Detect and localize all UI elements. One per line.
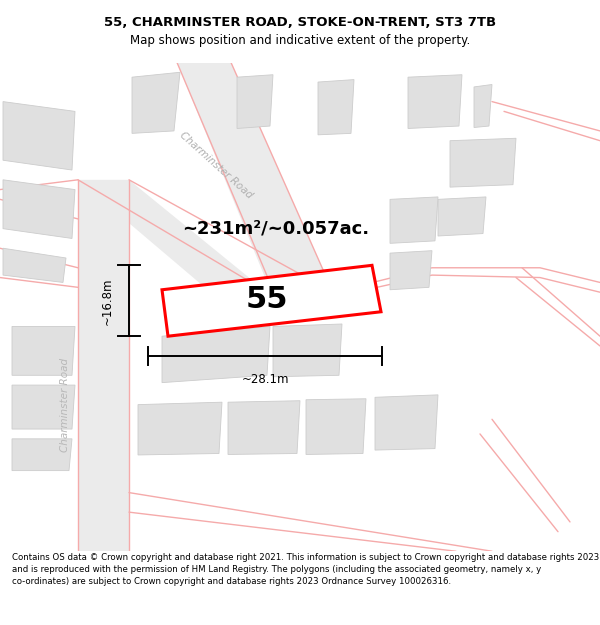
Polygon shape (138, 402, 222, 455)
Polygon shape (132, 72, 180, 133)
Polygon shape (450, 138, 516, 187)
Polygon shape (177, 62, 333, 297)
Polygon shape (12, 385, 75, 429)
Polygon shape (162, 266, 381, 336)
Polygon shape (408, 75, 462, 129)
Text: Map shows position and indicative extent of the property.: Map shows position and indicative extent… (130, 34, 470, 47)
Polygon shape (162, 326, 270, 382)
Polygon shape (438, 197, 486, 236)
Polygon shape (273, 324, 342, 377)
Text: 55, CHARMINSTER ROAD, STOKE-ON-TRENT, ST3 7TB: 55, CHARMINSTER ROAD, STOKE-ON-TRENT, ST… (104, 16, 496, 29)
Polygon shape (318, 79, 354, 135)
Polygon shape (78, 180, 273, 302)
Text: Charminster Road: Charminster Road (60, 357, 70, 452)
Polygon shape (474, 84, 492, 127)
Polygon shape (3, 180, 75, 239)
Polygon shape (375, 395, 438, 450)
Text: ~231m²/~0.057ac.: ~231m²/~0.057ac. (182, 219, 370, 238)
Polygon shape (12, 439, 72, 471)
Text: ~16.8m: ~16.8m (101, 277, 114, 324)
Text: Contains OS data © Crown copyright and database right 2021. This information is : Contains OS data © Crown copyright and d… (12, 553, 599, 586)
Polygon shape (3, 102, 75, 170)
Text: ~28.1m: ~28.1m (241, 373, 289, 386)
Polygon shape (306, 399, 366, 454)
Text: 55: 55 (246, 285, 288, 314)
Polygon shape (390, 251, 432, 290)
Polygon shape (237, 75, 273, 129)
Text: Charminster Road: Charminster Road (178, 130, 254, 201)
Polygon shape (78, 180, 129, 551)
Polygon shape (3, 248, 66, 282)
Polygon shape (228, 401, 300, 454)
Polygon shape (12, 326, 75, 375)
Polygon shape (390, 197, 438, 243)
